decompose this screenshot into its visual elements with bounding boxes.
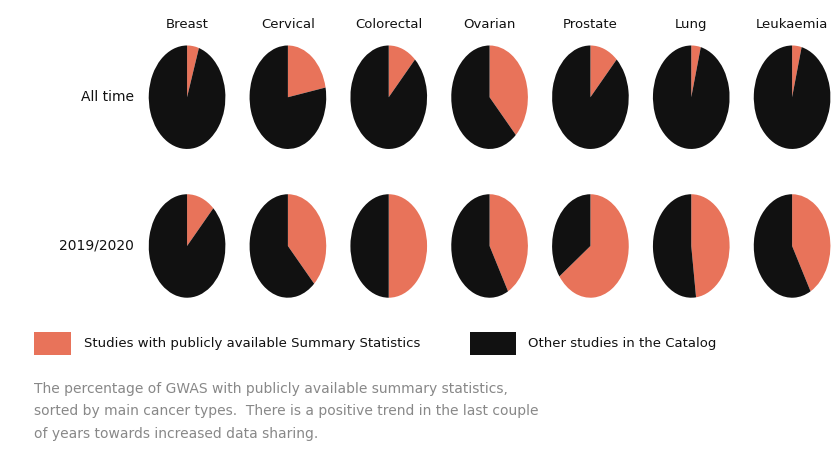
Wedge shape — [451, 194, 508, 298]
Wedge shape — [552, 46, 629, 149]
Bar — [470, 332, 516, 355]
Wedge shape — [350, 46, 427, 149]
Title: Ovarian: Ovarian — [464, 18, 516, 32]
Text: All time: All time — [81, 90, 134, 104]
Wedge shape — [149, 194, 225, 298]
Wedge shape — [389, 46, 415, 97]
Wedge shape — [753, 46, 831, 149]
Wedge shape — [490, 46, 528, 135]
Text: Studies with publicly available Summary Statistics: Studies with publicly available Summary … — [84, 337, 420, 350]
Wedge shape — [691, 46, 701, 97]
Wedge shape — [753, 194, 811, 298]
Wedge shape — [288, 46, 326, 97]
Wedge shape — [187, 46, 199, 97]
Wedge shape — [653, 46, 730, 149]
Wedge shape — [691, 194, 730, 298]
Title: Leukaemia: Leukaemia — [756, 18, 828, 32]
Wedge shape — [249, 46, 326, 149]
Bar — [34, 332, 71, 355]
Wedge shape — [552, 194, 591, 276]
Title: Prostate: Prostate — [563, 18, 618, 32]
Wedge shape — [792, 46, 801, 97]
Wedge shape — [559, 194, 629, 298]
Wedge shape — [451, 46, 516, 149]
Wedge shape — [149, 46, 225, 149]
Wedge shape — [288, 194, 326, 284]
Wedge shape — [591, 46, 617, 97]
Title: Colorectal: Colorectal — [355, 18, 423, 32]
Text: Other studies in the Catalog: Other studies in the Catalog — [528, 337, 717, 350]
Text: 2019/2020: 2019/2020 — [60, 239, 134, 253]
Text: The percentage of GWAS with publicly available summary statistics,
sorted by mai: The percentage of GWAS with publicly ava… — [34, 382, 538, 441]
Wedge shape — [350, 194, 389, 298]
Wedge shape — [249, 194, 314, 298]
Wedge shape — [187, 194, 213, 246]
Wedge shape — [653, 194, 696, 298]
Wedge shape — [490, 194, 528, 291]
Title: Cervical: Cervical — [261, 18, 315, 32]
Wedge shape — [389, 194, 427, 298]
Wedge shape — [792, 194, 831, 291]
Title: Lung: Lung — [675, 18, 707, 32]
Title: Breast: Breast — [165, 18, 208, 32]
